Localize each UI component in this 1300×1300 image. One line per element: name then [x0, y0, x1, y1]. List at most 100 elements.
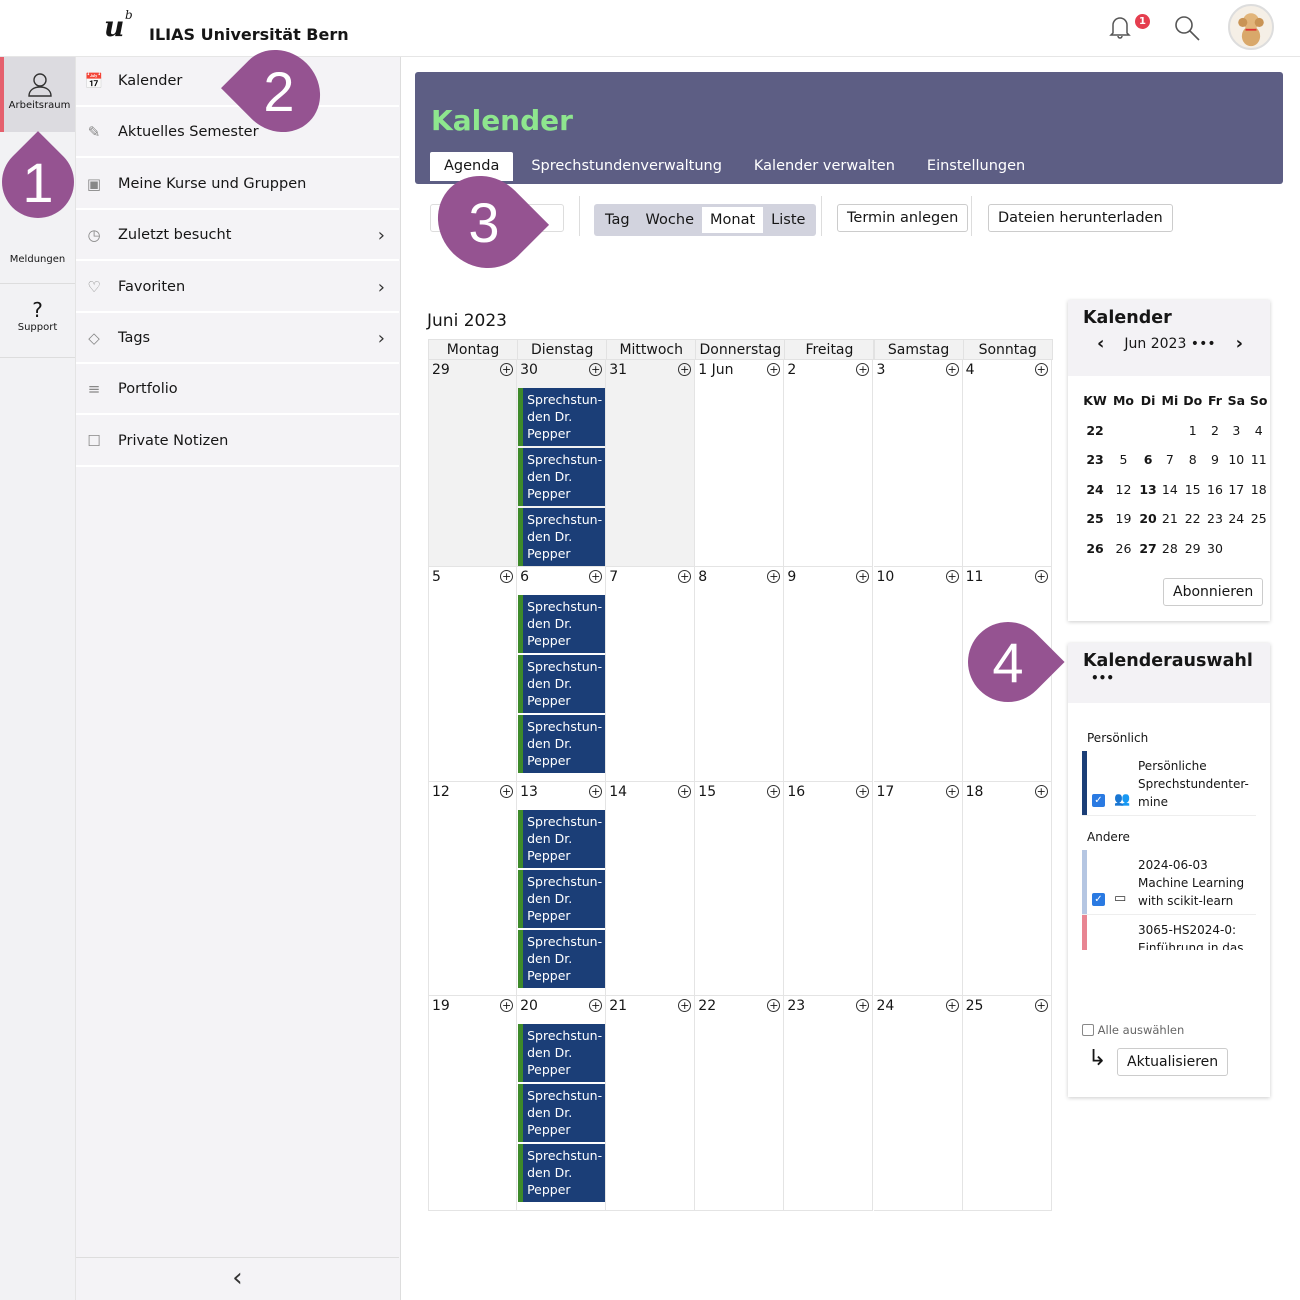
add-event-icon[interactable]: +	[678, 999, 692, 1012]
week-number[interactable]: 23	[1086, 452, 1104, 468]
mini-day[interactable]: 29	[1184, 540, 1201, 556]
mainbar-item-meldungen[interactable]: Meldungen	[0, 254, 75, 265]
collapse-slate-button[interactable]: ‹	[76, 1257, 399, 1300]
slate-item-tags[interactable]: ◇ Tags ›	[76, 314, 399, 364]
day-number[interactable]: 2	[787, 362, 797, 378]
add-event-icon[interactable]: +	[589, 570, 603, 583]
add-event-icon[interactable]: +	[1034, 785, 1048, 798]
day-number[interactable]: 6	[520, 569, 530, 585]
mini-day[interactable]: 28	[1161, 540, 1178, 556]
day-cell[interactable]: 7 +	[606, 567, 696, 782]
mini-day[interactable]: 7	[1165, 452, 1174, 468]
add-event-icon[interactable]: +	[678, 785, 692, 798]
week-number[interactable]: 24	[1086, 481, 1104, 497]
day-cell[interactable]: 9 +	[784, 567, 874, 782]
view-liste-button[interactable]: Liste	[771, 212, 806, 228]
day-cell[interactable]: 31 +	[606, 360, 696, 567]
day-cell[interactable]: 22 +	[695, 996, 785, 1211]
mini-day[interactable]: 18	[1250, 481, 1267, 497]
day-cell[interactable]: 29 +	[428, 360, 518, 567]
day-number[interactable]: 21	[609, 998, 628, 1014]
tab-kalender verwalten[interactable]: Kalender verwalten	[753, 158, 895, 174]
day-cell[interactable]: 2 +	[784, 360, 874, 567]
calendar-event[interactable]: Sprechstun-den Dr. Pepper	[518, 715, 606, 773]
add-event-icon[interactable]: +	[767, 570, 781, 583]
mini-day[interactable]: 30	[1207, 540, 1223, 556]
add-event-icon[interactable]: +	[767, 999, 781, 1012]
mainbar-item-arbeitsraum[interactable]: Arbeitsraum	[0, 57, 75, 132]
day-number[interactable]: 1 Jun	[698, 362, 734, 378]
mini-day[interactable]: 1	[1188, 422, 1197, 438]
update-button[interactable]: Aktualisieren	[1117, 1048, 1229, 1076]
day-cell[interactable]: 15 +	[695, 782, 785, 996]
mini-day[interactable]: 14	[1161, 481, 1178, 497]
calendar-checkbox[interactable]: ✓	[1092, 794, 1105, 807]
view-monat-button[interactable]: Monat	[702, 207, 764, 233]
day-cell[interactable]: 25 +	[962, 996, 1052, 1211]
tab-sprechstundenverwaltung[interactable]: Sprechstundenverwaltung	[531, 158, 722, 174]
mini-day[interactable]: 9	[1211, 452, 1219, 468]
day-cell[interactable]: 4 +	[962, 360, 1052, 567]
day-number[interactable]: 17	[876, 784, 895, 800]
mini-day[interactable]	[1110, 416, 1137, 446]
mini-day[interactable]: 5	[1119, 452, 1128, 468]
day-number[interactable]: 11	[965, 569, 984, 585]
mini-day[interactable]: 15	[1184, 481, 1201, 497]
day-number[interactable]: 22	[698, 998, 717, 1014]
mini-day[interactable]: 16	[1207, 481, 1223, 497]
day-cell[interactable]: 3 +	[873, 360, 963, 567]
day-number[interactable]: 8	[698, 569, 708, 585]
select-all-checkbox[interactable]: Alle auswählen	[1082, 1023, 1184, 1037]
day-number[interactable]: 18	[965, 784, 984, 800]
day-number[interactable]: 23	[787, 998, 806, 1014]
day-cell[interactable]: 24 +	[873, 996, 963, 1211]
day-cell[interactable]: 17 +	[873, 782, 963, 996]
view-woche-button[interactable]: Woche	[645, 212, 694, 228]
week-number[interactable]: 25	[1086, 511, 1104, 527]
day-cell[interactable]: 16 +	[784, 782, 874, 996]
calendar-event[interactable]: Sprechstun-den Dr. Pepper	[518, 388, 606, 446]
slate-item-aktuelles-semester[interactable]: ✎ Aktuelles Semester	[76, 108, 399, 159]
mini-day[interactable]: 25	[1250, 511, 1267, 527]
calendar-label[interactable]: 2024-06-03 Machine Learning with scikit-…	[1138, 858, 1245, 908]
mini-day[interactable]: 2	[1211, 422, 1219, 438]
mini-day[interactable]: 13	[1139, 481, 1157, 497]
mini-day[interactable]: 3	[1232, 422, 1241, 438]
day-number[interactable]: 31	[609, 362, 628, 378]
add-event-icon[interactable]: +	[767, 785, 781, 798]
mini-day[interactable]: 23	[1207, 511, 1223, 527]
mini-day[interactable]: 17	[1228, 481, 1245, 497]
day-cell[interactable]: 13 + Sprechstun-den Dr. Pepper Sprechstun-de…	[517, 782, 607, 996]
mainbar-item-support[interactable]: ? Support	[0, 283, 75, 358]
day-number[interactable]: 16	[787, 784, 806, 800]
day-number[interactable]: 10	[876, 569, 895, 585]
calendar-event[interactable]: Sprechstun-den Dr. Pepper	[518, 508, 606, 566]
mini-day[interactable]: 24	[1228, 511, 1245, 527]
mini-day[interactable]: 4	[1254, 422, 1263, 438]
mini-day[interactable]: 6	[1143, 452, 1153, 468]
calendar-label[interactable]: Persönliche Sprechstundenter-mine	[1138, 759, 1249, 809]
day-number[interactable]: 29	[432, 362, 450, 378]
more-actions-button[interactable]: •••	[1091, 671, 1115, 685]
day-number[interactable]: 30	[520, 362, 538, 378]
add-event-icon[interactable]: +	[678, 363, 692, 376]
day-number[interactable]: 3	[876, 362, 886, 378]
add-event-icon[interactable]: +	[589, 785, 603, 798]
add-event-icon[interactable]: +	[856, 999, 870, 1012]
calendar-checkbox[interactable]: ✓	[1092, 893, 1105, 906]
search-icon[interactable]	[1173, 14, 1201, 42]
day-number[interactable]: 4	[965, 362, 975, 378]
add-event-icon[interactable]: +	[1034, 363, 1048, 376]
day-cell[interactable]: 12 +	[428, 782, 518, 996]
day-cell[interactable]: 19 +	[428, 996, 518, 1211]
mini-day[interactable]: 12	[1115, 481, 1132, 497]
add-event-icon[interactable]: +	[1034, 570, 1048, 583]
calendar-event[interactable]: Sprechstun-den Dr. Pepper	[518, 1144, 606, 1202]
checkbox[interactable]	[1082, 1024, 1094, 1036]
day-number[interactable]: 12	[432, 784, 450, 800]
week-number[interactable]: 26	[1086, 540, 1104, 556]
mini-day[interactable]	[1137, 416, 1159, 446]
add-event-icon[interactable]: +	[767, 363, 781, 376]
calendar-label[interactable]: 3065-HS2024-0: Einführung in das Privatr…	[1138, 923, 1244, 950]
day-cell[interactable]: 20 + Sprechstun-den Dr. Pepper Sprechstun-de…	[517, 996, 607, 1211]
